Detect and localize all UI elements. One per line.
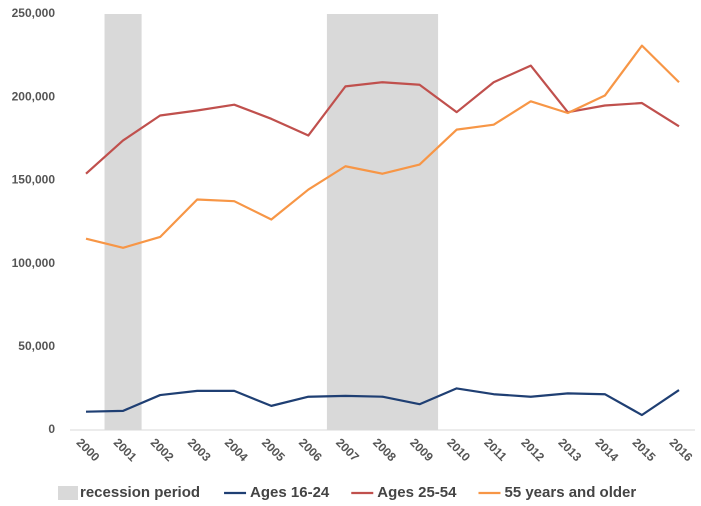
legend-label: Ages 16-24 [250,484,330,501]
x-tick-label: 2004 [222,435,251,464]
legend-swatch [58,486,78,500]
y-tick-label: 150,000 [12,173,56,187]
recession-band [326,14,439,430]
y-tick-label: 100,000 [12,256,56,270]
y-tick-label: 250,000 [12,6,56,20]
x-tick-label: 2007 [333,435,362,464]
x-tick-label: 2009 [407,435,436,464]
y-tick-label: 0 [48,422,55,436]
x-tick-label: 2010 [444,435,473,464]
series-line [85,387,680,417]
x-tick-label: 2003 [185,435,214,464]
series-line [85,44,680,249]
y-tick-label: 200,000 [12,89,56,103]
legend-label: Ages 25-54 [377,484,457,501]
x-tick-label: 2014 [593,435,622,464]
x-tick-label: 2002 [148,435,177,464]
recession-band [104,14,142,430]
x-tick-label: 2001 [111,435,140,464]
x-tick-label: 2008 [370,435,399,464]
series-line [85,64,680,175]
legend-label: 55 years and older [504,484,636,501]
x-tick-label: 2005 [259,435,288,464]
x-tick-label: 2015 [630,435,659,464]
x-tick-label: 2011 [481,435,510,464]
x-tick-label: 2012 [518,435,547,464]
x-tick-label: 2000 [74,435,103,464]
x-tick-label: 2006 [296,435,325,464]
x-tick-label: 2016 [667,435,696,464]
legend-label: recession period [80,484,200,501]
y-tick-label: 50,000 [18,339,55,353]
x-tick-label: 2013 [555,435,584,464]
